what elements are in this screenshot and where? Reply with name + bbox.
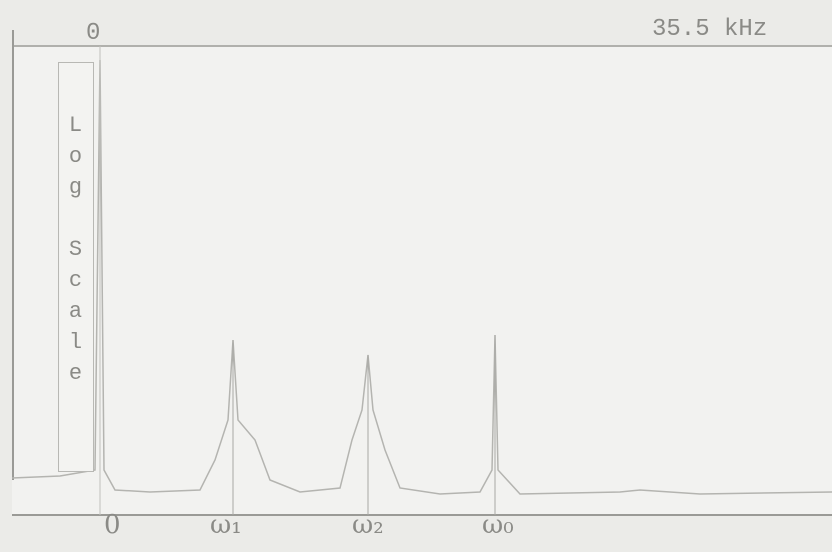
top-right-label: 35.5 kHz	[652, 16, 767, 43]
x-label: ω₂	[352, 510, 384, 540]
spectrum-plot	[0, 0, 832, 552]
x-label: 0	[104, 510, 121, 540]
x-label: ω₁	[210, 510, 242, 540]
plot-area	[12, 46, 832, 516]
page: 0 35.5 kHz Log Scale 0 ω₁ ω₂ ω₀ (() => {…	[0, 0, 832, 552]
top-left-label: 0	[86, 20, 100, 47]
x-label: ω₀	[482, 510, 514, 540]
side-label: Log Scale	[58, 62, 94, 472]
